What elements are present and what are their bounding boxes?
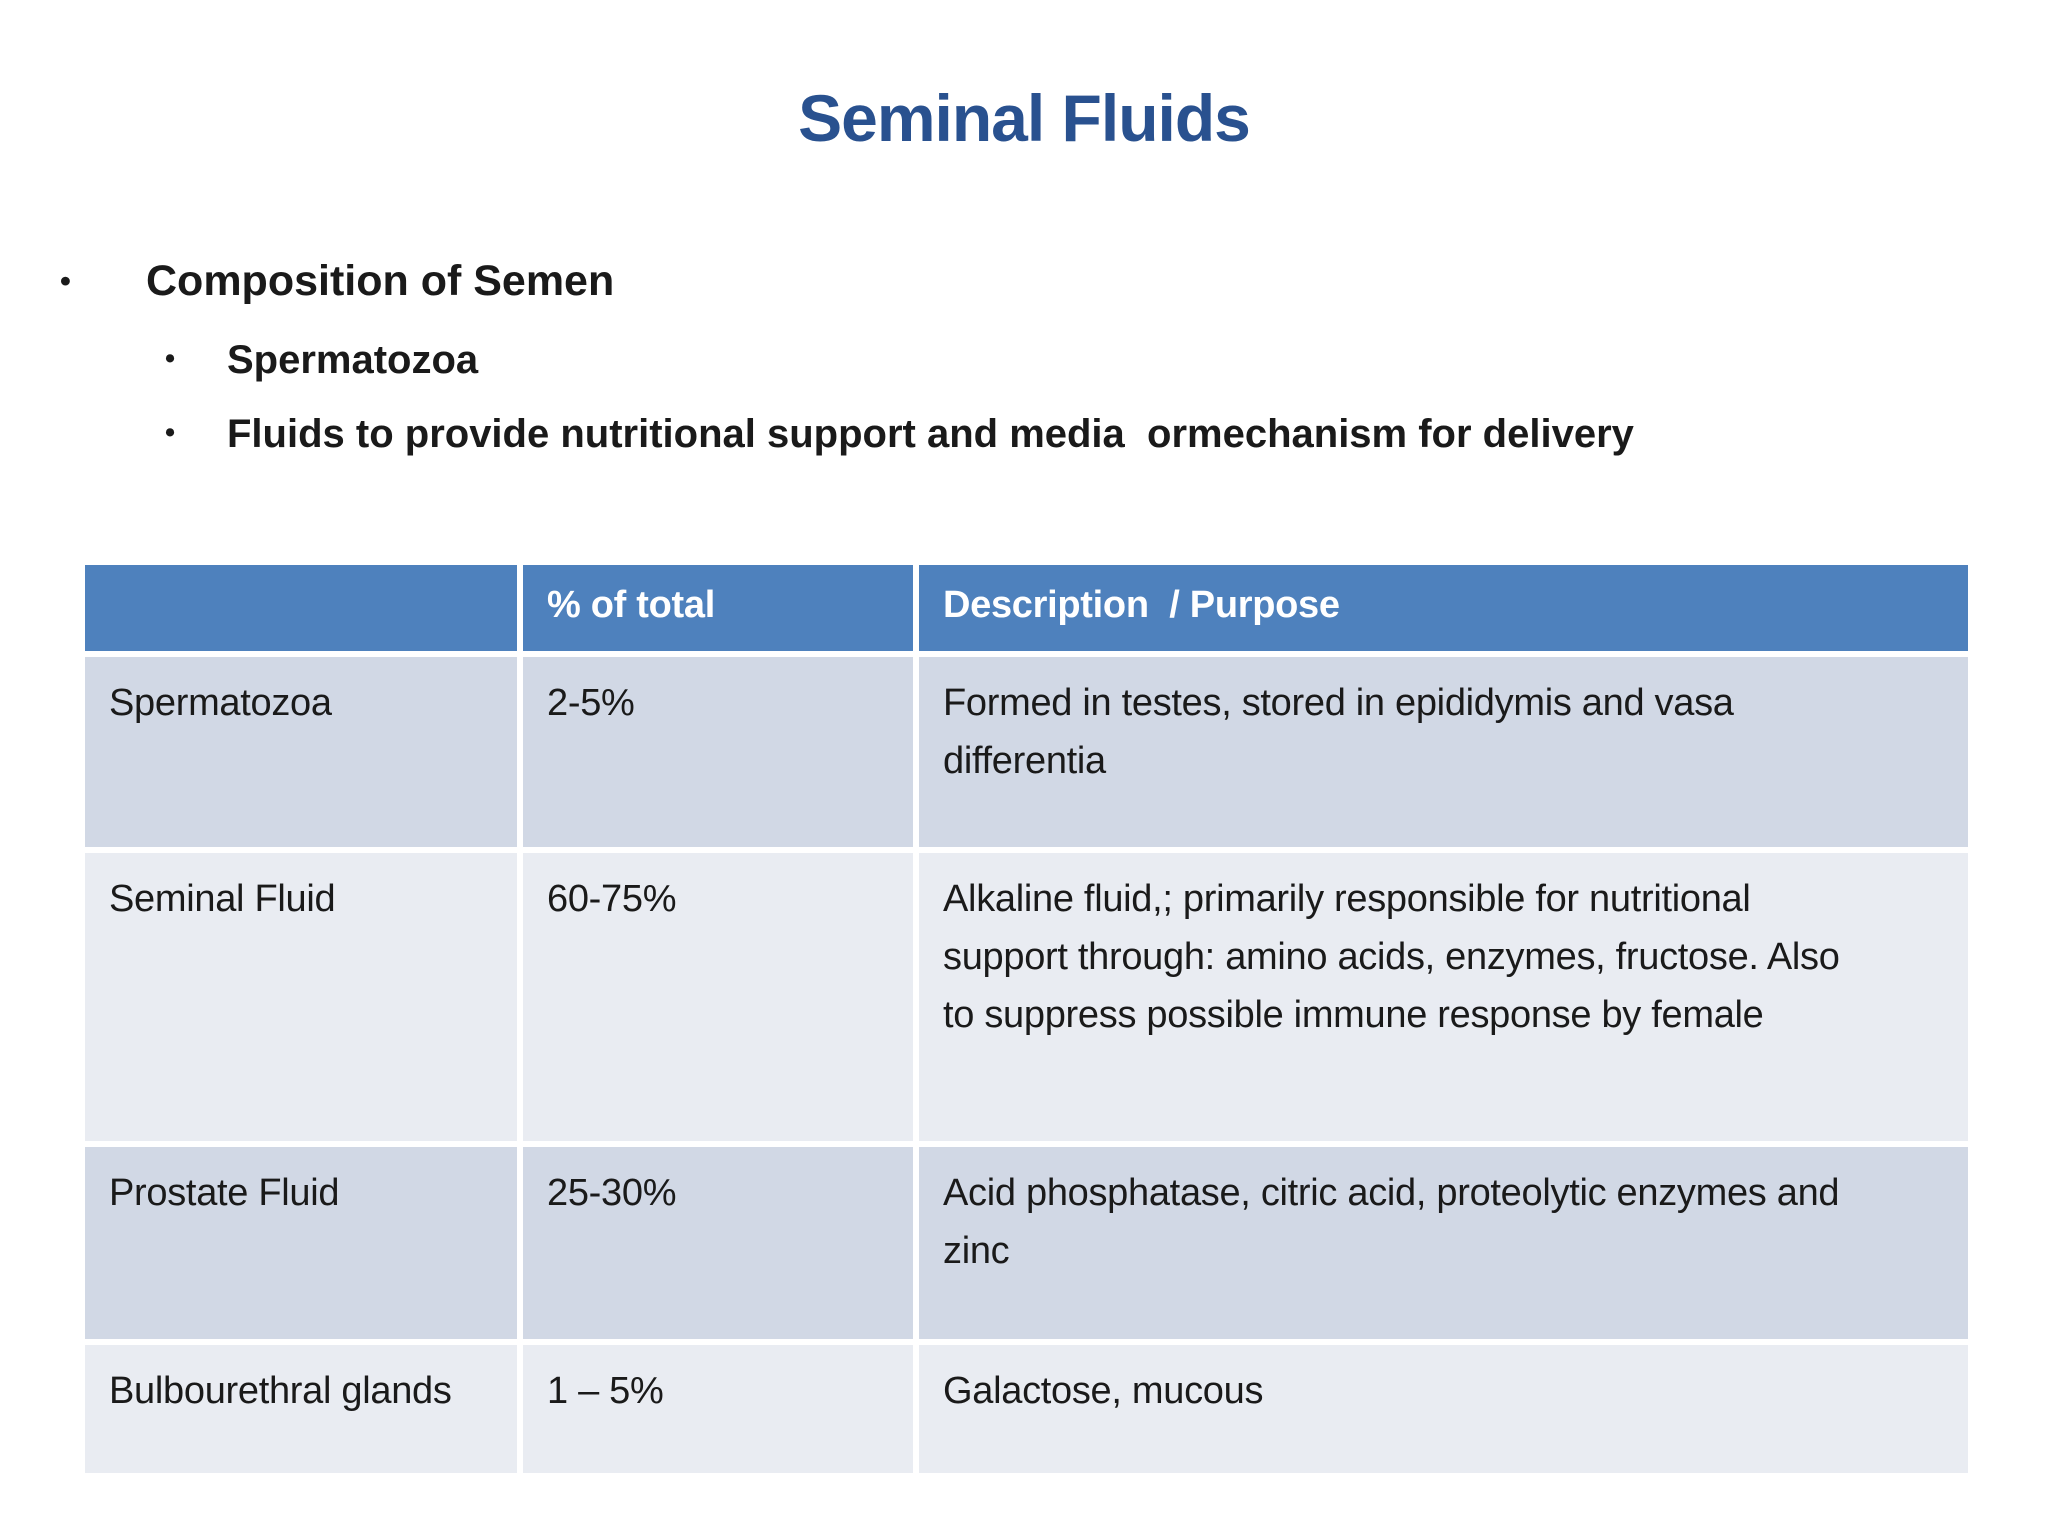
table-row: Bulbourethral glands 1 – 5% Galactose, m… <box>79 1339 1974 1479</box>
bullet-marker-icon: • <box>165 416 176 449</box>
cell-component-name: Seminal Fluid <box>79 847 523 1147</box>
bullet-marker-icon: • <box>165 342 176 375</box>
header-cell-description: Description / Purpose <box>913 559 1974 657</box>
bullet-list: • Composition of Semen • Spermatozoa • F… <box>60 255 2008 483</box>
table-row: Spermatozoa 2-5% Formed in testes, store… <box>79 651 1974 853</box>
cell-description: Acid phosphatase, citric acid, proteolyt… <box>913 1141 1974 1345</box>
header-cell-percent: % of total <box>517 559 919 657</box>
bullet-label: Composition of Semen <box>146 257 615 305</box>
table-row: Seminal Fluid 60-75% Alkaline fluid,; pr… <box>79 847 1974 1147</box>
cell-percent: 2-5% <box>517 651 919 853</box>
cell-description: Galactose, mucous <box>913 1339 1974 1479</box>
cell-percent: 1 – 5% <box>517 1339 919 1479</box>
cell-component-name: Bulbourethral glands <box>79 1339 523 1479</box>
composition-table: % of total Description / Purpose Spermat… <box>79 559 1974 1479</box>
bullet-label: Fluids to provide nutritional support an… <box>227 411 1634 456</box>
cell-percent: 25-30% <box>517 1141 919 1345</box>
table-header-row: % of total Description / Purpose <box>79 559 1974 657</box>
cell-component-name: Spermatozoa <box>79 651 523 853</box>
cell-component-name: Prostate Fluid <box>79 1141 523 1345</box>
bullet-label: Spermatozoa <box>227 337 479 382</box>
bullet-marker-icon: • <box>60 263 71 298</box>
bullet-item-fluids: • Fluids to provide nutritional support … <box>165 409 2008 459</box>
cell-description: Formed in testes, stored in epididymis a… <box>913 651 1974 853</box>
cell-description: Alkaline fluid,; primarily responsible f… <box>913 847 1974 1147</box>
bullet-item-composition: • Composition of Semen <box>60 255 2008 309</box>
page-title: Seminal Fluids <box>798 81 1251 155</box>
header-cell-blank <box>79 559 523 657</box>
bullet-item-spermatozoa: • Spermatozoa <box>165 335 2008 385</box>
cell-percent: 60-75% <box>517 847 919 1147</box>
table-row: Prostate Fluid 25-30% Acid phosphatase, … <box>79 1141 1974 1345</box>
